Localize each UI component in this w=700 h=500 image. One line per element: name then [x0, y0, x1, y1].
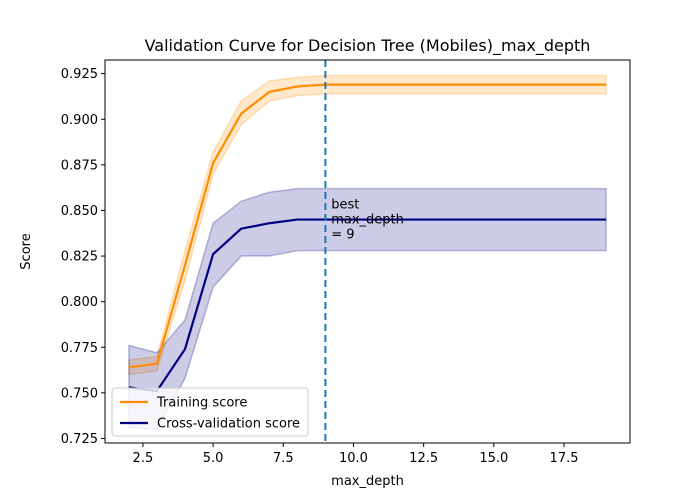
y-tick-label: 0.775: [61, 341, 98, 356]
x-tick-label: 5.0: [203, 451, 224, 466]
training-score-line: [128, 83, 607, 369]
y-tick-label: 0.800: [61, 295, 98, 310]
y-tick-label: 0.750: [61, 386, 98, 401]
y-tick-label: 0.925: [61, 67, 98, 82]
x-tick-label: 12.5: [409, 451, 438, 466]
annotation-line: = 9: [331, 228, 354, 243]
x-tick-label: 10.0: [339, 451, 368, 466]
plot-area: [128, 60, 607, 443]
x-axis-label: max_depth: [331, 474, 404, 489]
y-axis-label: Score: [19, 233, 34, 269]
legend: Training score Cross-validation score: [111, 387, 309, 437]
annotation-line: best: [331, 198, 359, 213]
axes-frame: [104, 59, 631, 444]
legend-training-label: Training score: [156, 396, 247, 411]
y-tick-label: 0.875: [61, 158, 98, 173]
legend-box: [111, 387, 309, 437]
x-tick-label: 7.5: [273, 451, 294, 466]
y-axis-ticks: 0.725 0.750 0.775 0.800 0.825 0.850 0.875 0.900…: [61, 67, 105, 447]
x-tick-label: 2.5: [133, 451, 154, 466]
y-tick-label: 0.900: [61, 113, 98, 128]
x-axis-ticks: 2.5 5.0 7.5 10.0 12.5 15.0 17.5: [133, 443, 579, 466]
chart-title: Validation Curve for Decision Tree (Mobi…: [145, 36, 591, 56]
legend-cv-label: Cross-validation score: [157, 417, 300, 432]
y-tick-label: 0.850: [61, 204, 98, 219]
annotation-line: max_depth: [331, 213, 404, 228]
y-tick-label: 0.825: [61, 250, 98, 265]
x-tick-label: 15.0: [479, 451, 508, 466]
x-tick-label: 17.5: [550, 451, 579, 466]
training-score-band: [128, 74, 607, 376]
cv-score-line: [128, 218, 607, 393]
y-tick-label: 0.725: [61, 432, 98, 447]
cv-score-band: [128, 187, 607, 431]
